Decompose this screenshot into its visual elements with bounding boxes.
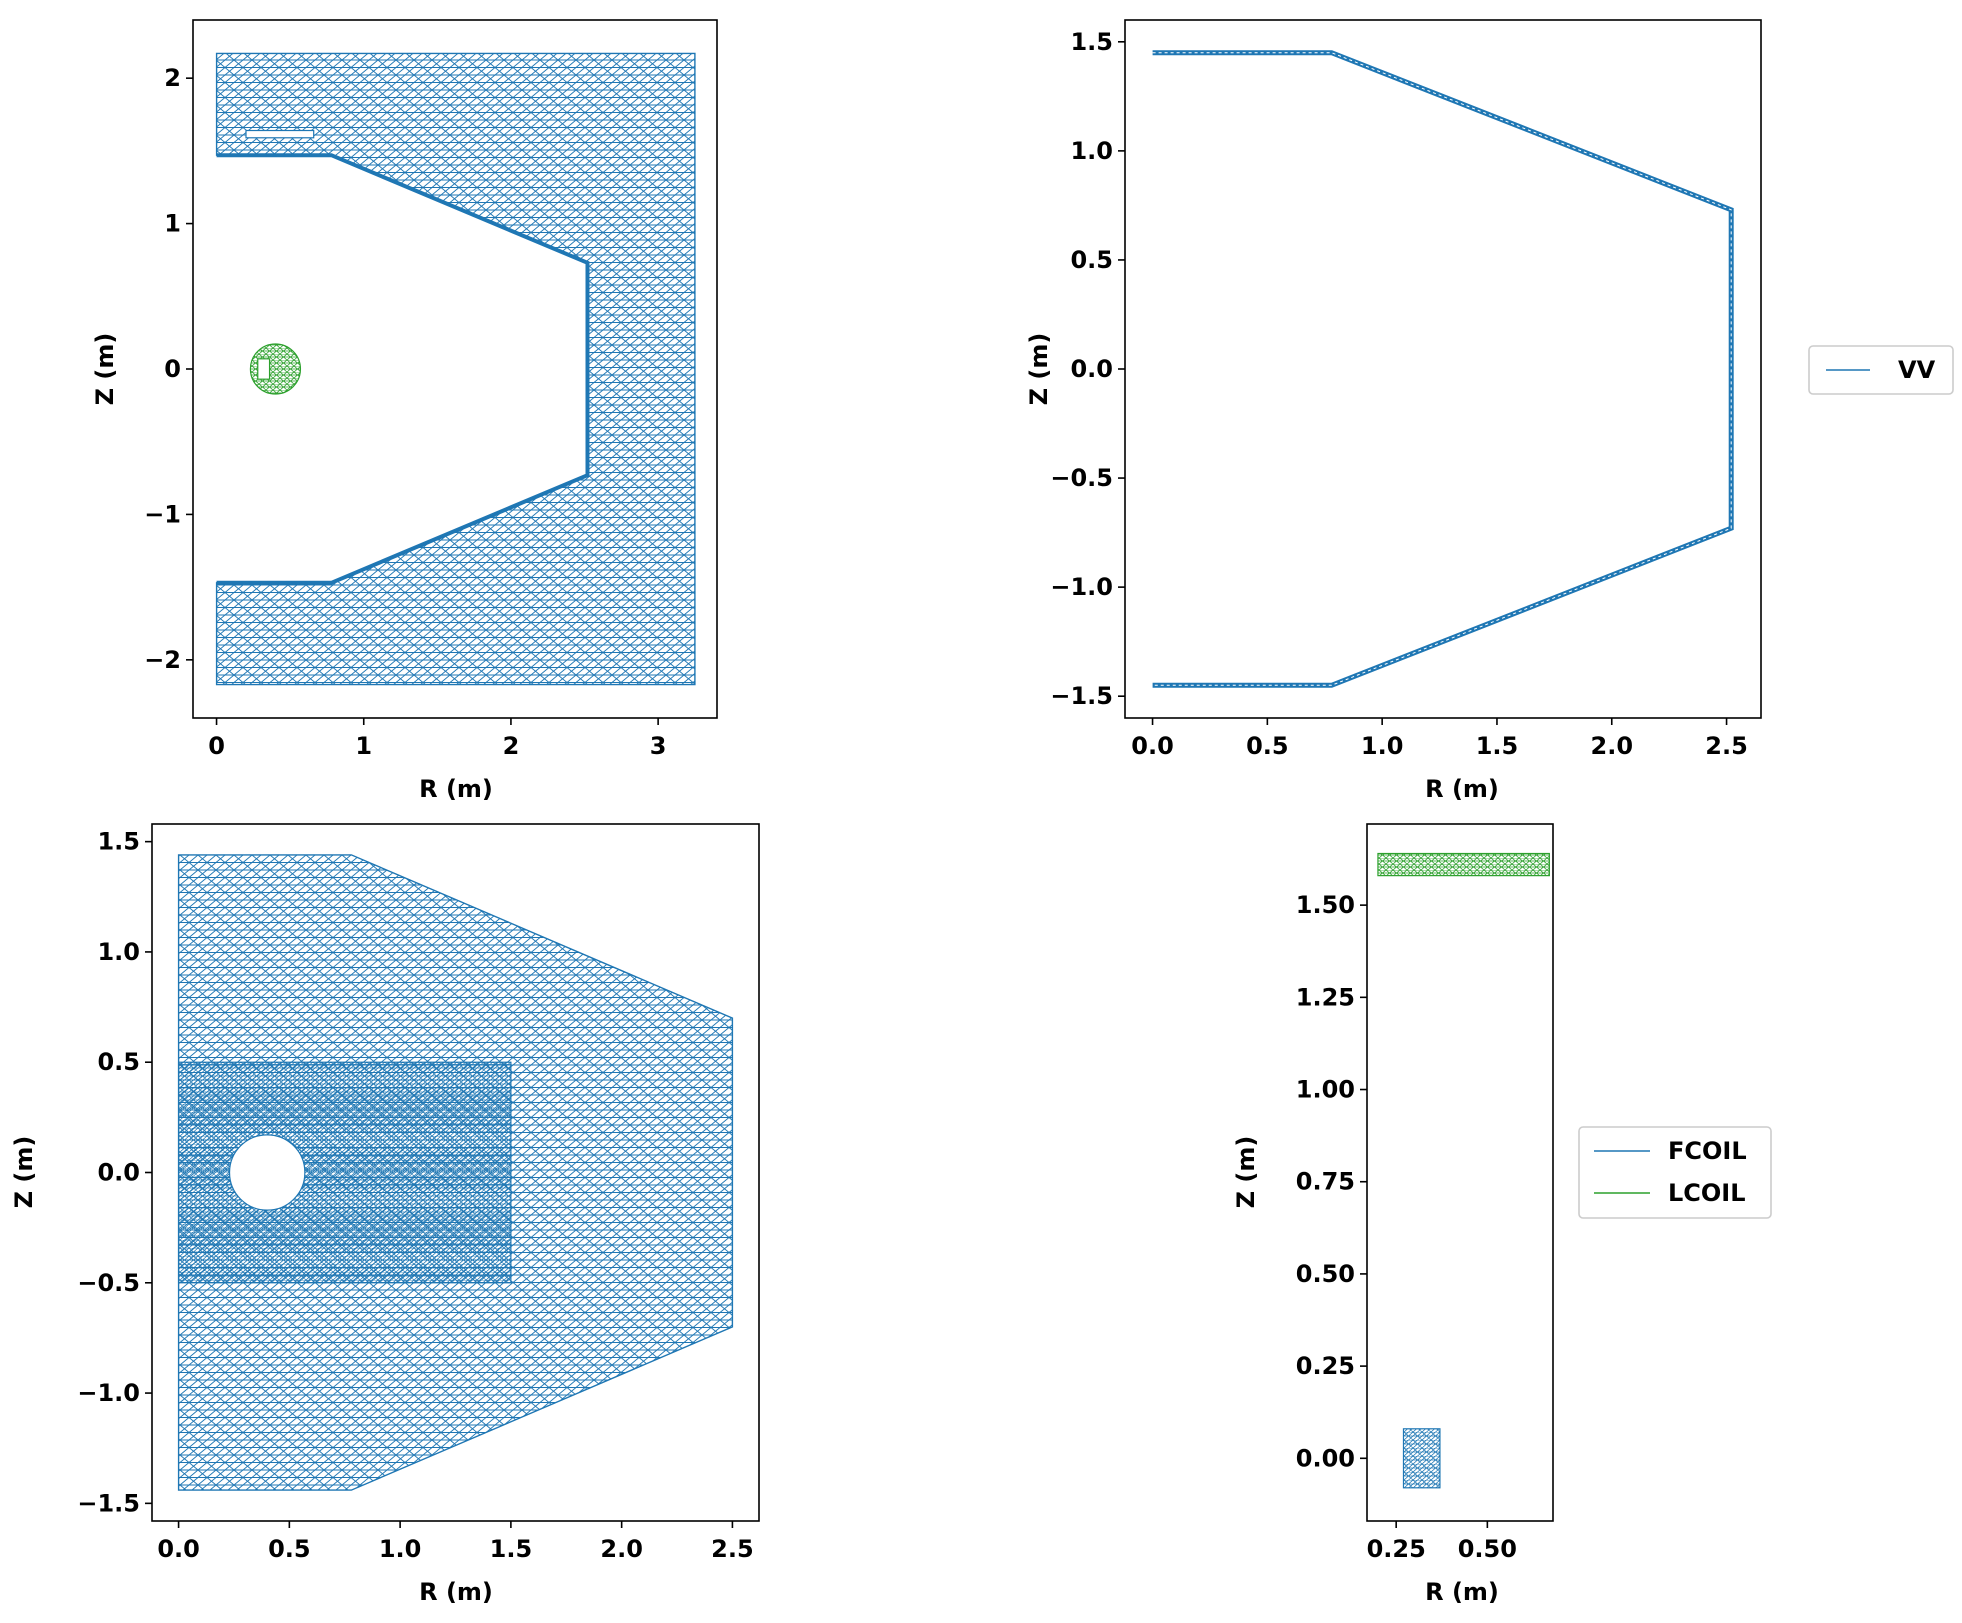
- x-tick-label: 0.50: [1458, 1535, 1517, 1563]
- y-axis-label: Z (m): [1232, 1136, 1260, 1209]
- x-tick-label: 1.5: [1476, 732, 1519, 760]
- y-axis-label: Z (m): [1025, 333, 1053, 406]
- legend-box: [1808, 345, 1954, 395]
- x-tick-label: 2.0: [1591, 732, 1634, 760]
- mesh-green-inner: [257, 358, 271, 380]
- mesh-slot: [245, 129, 315, 139]
- y-tick-label: −1.5: [1050, 682, 1113, 710]
- y-tick-label: −0.5: [77, 1269, 140, 1297]
- x-tick-labels: 0.0 0.5 1.0 1.5 2.0 2.5: [1131, 718, 1748, 760]
- y-tick-label: −0.5: [1050, 464, 1113, 492]
- y-tick-labels: −1.5 −1.0 −0.5 0.0 0.5 1.0 1.5: [77, 828, 152, 1517]
- mesh-hole: [228, 1134, 306, 1211]
- legend-label-lcoil: LCOIL: [1668, 1179, 1746, 1207]
- x-tick-label: 0.5: [268, 1535, 311, 1563]
- x-tick-label: 0.5: [1246, 732, 1289, 760]
- chart-top-right: 0.0 0.5 1.0 1.5 2.0 2.5 −1.5 −1.0 −0.5 0.0 0.5 1.0…: [1025, 19, 1954, 803]
- mesh-lcoil: [1377, 852, 1550, 877]
- y-tick-label: 1.0: [97, 938, 140, 966]
- y-tick-label: 0.5: [97, 1048, 140, 1076]
- y-tick-label: 1.00: [1296, 1076, 1355, 1104]
- axes-frame: [1366, 823, 1554, 1522]
- y-tick-label: −1.0: [1050, 573, 1113, 601]
- plot-area: [1366, 823, 1554, 1522]
- y-tick-label: 0.0: [97, 1159, 140, 1187]
- y-tick-label: 0.00: [1296, 1444, 1355, 1472]
- legend-label-fcoil: FCOIL: [1668, 1137, 1747, 1165]
- y-tick-label: −1.5: [77, 1489, 140, 1517]
- y-tick-label: 0: [164, 355, 181, 383]
- y-tick-label: 0.0: [1070, 355, 1113, 383]
- x-tick-labels: 0 1 2 3: [208, 718, 666, 760]
- x-tick-labels: 0.25 0.50: [1367, 1521, 1517, 1563]
- y-tick-label: 0.5: [1070, 246, 1113, 274]
- x-tick-label: 0.0: [157, 1535, 200, 1563]
- y-tick-label: 0.25: [1296, 1352, 1355, 1380]
- y-tick-labels: −2 −1 0 1 2: [144, 64, 193, 674]
- mesh-green-circle: [249, 343, 302, 395]
- y-tick-label: 0.75: [1296, 1168, 1355, 1196]
- y-tick-label: 1: [164, 210, 181, 238]
- mesh-vv-band: [1152, 50, 1734, 688]
- legend-box: [1578, 1126, 1772, 1219]
- x-tick-label: 2.0: [600, 1535, 643, 1563]
- x-tick-label: 1: [355, 732, 372, 760]
- mesh-fcoil: [1402, 1428, 1441, 1489]
- x-tick-label: 2.5: [711, 1535, 754, 1563]
- mesh-dense-region: [177, 1061, 512, 1284]
- y-tick-label: 1.5: [1070, 28, 1113, 56]
- legend: FCOIL LCOIL: [1578, 1126, 1772, 1219]
- x-axis-label: R (m): [419, 1578, 493, 1606]
- y-tick-labels: −1.5 −1.0 −0.5 0.0 0.5 1.0 1.5: [1050, 28, 1125, 710]
- y-tick-label: −1: [144, 500, 181, 528]
- chart-bottom-left: 0.0 0.5 1.0 1.5 2.0 2.5 −1.5 −1.0 −0.5 0.0 0.5 1.0…: [10, 823, 760, 1606]
- y-tick-label: 1.25: [1296, 983, 1355, 1011]
- legend-label-vv: VV: [1898, 356, 1936, 384]
- x-tick-label: 2.5: [1705, 732, 1748, 760]
- y-tick-label: 1.0: [1070, 137, 1113, 165]
- y-tick-label: 2: [164, 64, 181, 92]
- x-axis-label: R (m): [419, 775, 493, 803]
- x-tick-label: 0.25: [1367, 1535, 1426, 1563]
- x-tick-label: 0: [208, 732, 225, 760]
- x-tick-label: 3: [650, 732, 667, 760]
- x-tick-labels: 0.0 0.5 1.0 1.5 2.0 2.5: [157, 1521, 754, 1563]
- y-axis-label: Z (m): [91, 333, 119, 406]
- chart-bottom-right: 0.25 0.50 0.00 0.25 0.50 0.75 1.00 1.25 1.50 R …: [1232, 823, 1772, 1606]
- chart-top-left: 0 1 2 3 −2 −1 0 1 2 R (m) Z (m): [91, 19, 718, 803]
- mesh-dense-boundary: [216, 153, 590, 585]
- x-tick-label: 1.5: [490, 1535, 533, 1563]
- y-tick-labels: 0.00 0.25 0.50 0.75 1.00 1.25 1.50: [1296, 891, 1367, 1472]
- x-tick-label: 2: [503, 732, 520, 760]
- y-tick-label: 0.50: [1296, 1260, 1355, 1288]
- x-axis-label: R (m): [1425, 1578, 1499, 1606]
- y-tick-label: 1.5: [97, 828, 140, 856]
- x-tick-label: 0.0: [1131, 732, 1174, 760]
- y-tick-label: 1.50: [1296, 891, 1355, 919]
- y-axis-label: Z (m): [10, 1136, 38, 1209]
- plot-area: [151, 823, 760, 1522]
- y-tick-label: −2: [144, 646, 181, 674]
- y-tick-label: −1.0: [77, 1379, 140, 1407]
- plot-area: [192, 19, 718, 719]
- x-tick-label: 1.0: [379, 1535, 422, 1563]
- x-axis-label: R (m): [1425, 775, 1499, 803]
- x-tick-label: 1.0: [1361, 732, 1404, 760]
- legend: VV: [1808, 345, 1954, 395]
